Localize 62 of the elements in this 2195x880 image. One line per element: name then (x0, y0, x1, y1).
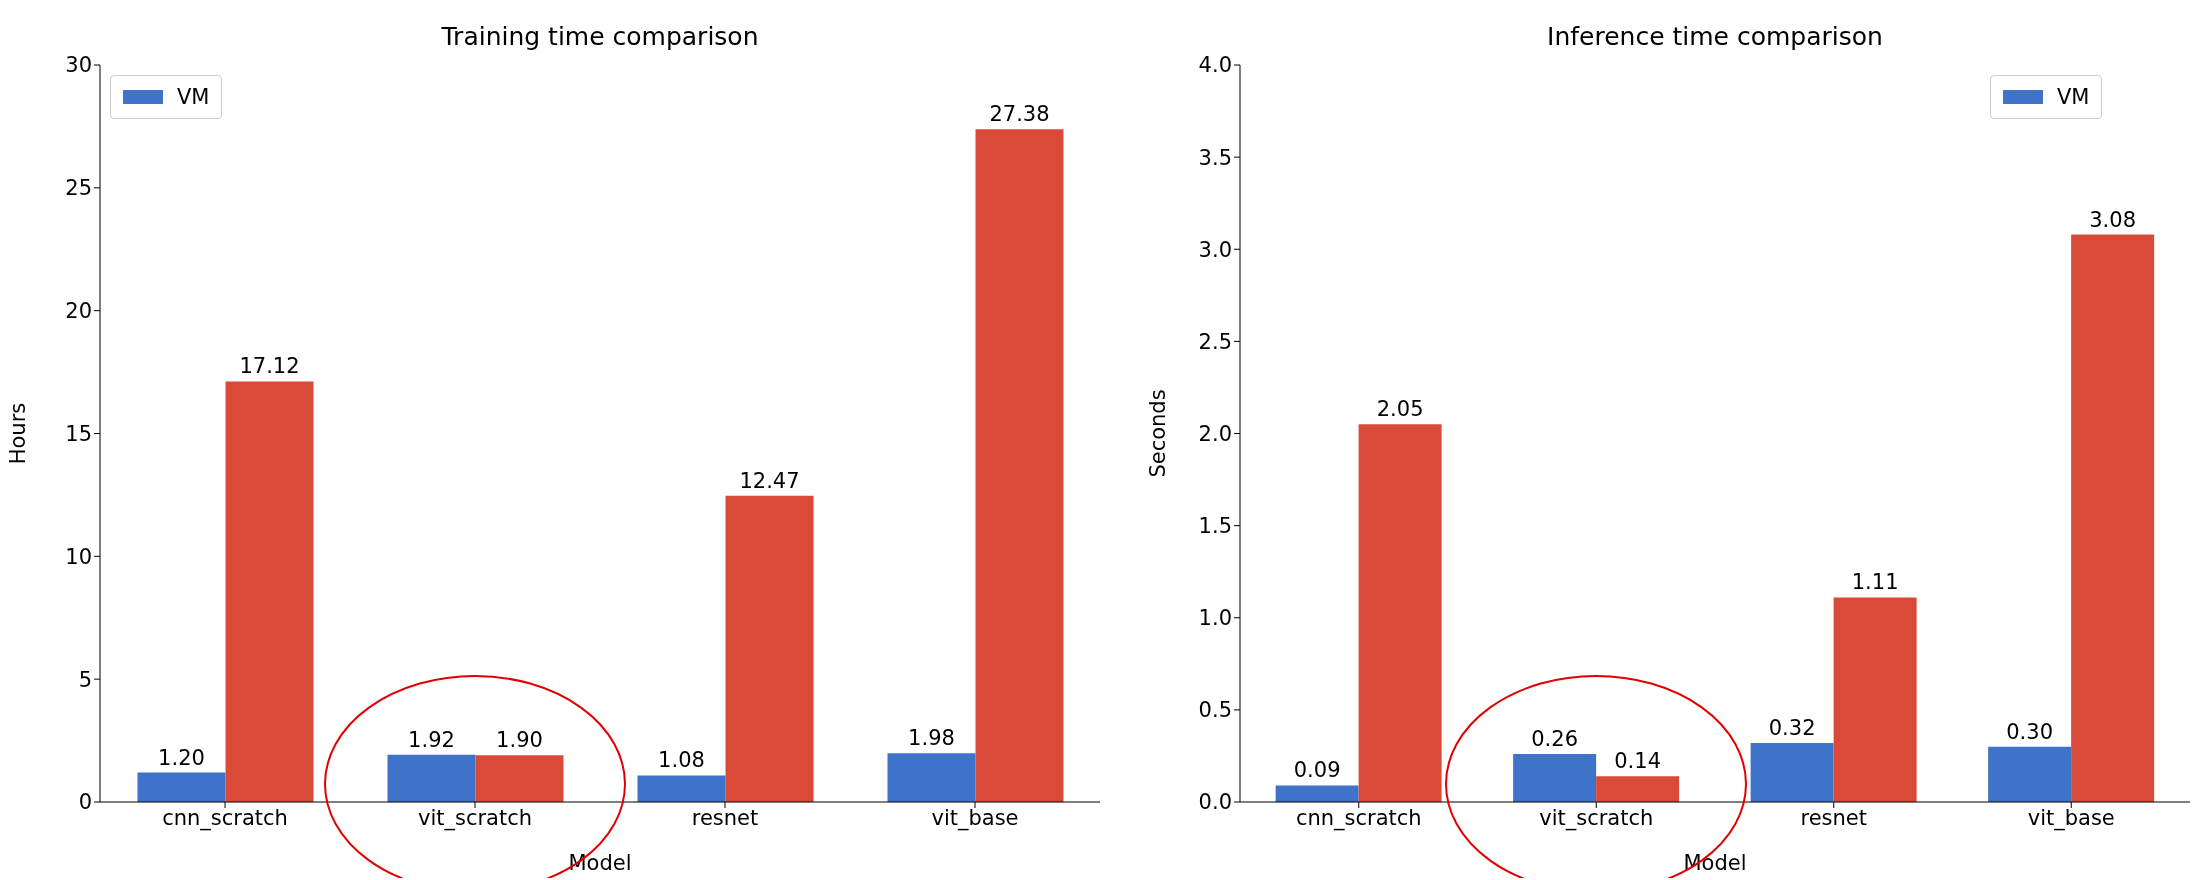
bar (1988, 746, 2072, 802)
x-tick-label: vit_base (2027, 805, 2115, 831)
data-label: 1.92 (408, 727, 455, 752)
y-tick-label: 25 (65, 176, 92, 201)
data-label: 17.12 (239, 354, 300, 379)
data-label: 1.11 (1851, 570, 1899, 595)
x-tick-label: resnet (691, 805, 759, 830)
y-tick-label: 30 (65, 53, 92, 78)
data-label: 27.38 (989, 102, 1050, 127)
y-axis-title: Seconds (1146, 389, 1171, 478)
data-label: 1.20 (158, 745, 205, 770)
legend-label: VM (2057, 84, 2090, 111)
data-label: 12.47 (739, 468, 800, 493)
y-tick-label: 15 (65, 421, 92, 446)
x-tick-label: cnn_scratch (1295, 805, 1422, 831)
x-tick-label: vit_base (931, 805, 1019, 831)
bar (137, 772, 226, 802)
y-tick-label: 5 (78, 667, 92, 692)
y-axis-title: Hours (6, 402, 31, 465)
y-tick-label: 2.0 (1198, 421, 1232, 446)
data-label: 0.09 (1293, 758, 1341, 783)
bar (637, 775, 726, 802)
data-label: 3.08 (2089, 207, 2137, 232)
y-tick-label: 10 (65, 544, 92, 569)
data-label: 1.98 (908, 726, 955, 751)
y-tick-label: 1.5 (1198, 514, 1232, 539)
chart-title: Training time comparison (440, 22, 760, 51)
bar (387, 754, 476, 802)
bar (1833, 597, 1917, 802)
x-tick-label: cnn_scratch (162, 805, 288, 831)
data-label: 2.05 (1376, 397, 1424, 422)
bar (1275, 785, 1359, 802)
y-tick-label: 0 (78, 790, 92, 815)
legend-label: VM (177, 84, 210, 111)
bar (1596, 776, 1680, 802)
y-tick-label: 1.0 (1198, 606, 1232, 631)
x-tick-label: resnet (1800, 805, 1867, 830)
data-label: 1.08 (658, 748, 705, 773)
bar (1750, 743, 1834, 802)
data-label: 0.26 (1531, 727, 1579, 752)
data-label: 0.14 (1614, 749, 1662, 774)
bar (725, 495, 814, 802)
bar (1513, 754, 1597, 802)
bar (1358, 424, 1442, 802)
y-tick-label: 3.5 (1198, 145, 1232, 170)
bar (225, 381, 314, 802)
bar (2071, 234, 2155, 802)
y-tick-label: 4.0 (1198, 53, 1232, 78)
data-label: 1.90 (496, 728, 543, 753)
bar (975, 129, 1064, 802)
bar (887, 753, 976, 802)
data-label: 0.32 (1768, 716, 1816, 741)
y-tick-label: 20 (65, 299, 92, 324)
bar (475, 755, 564, 802)
y-tick-label: 0.5 (1198, 698, 1232, 723)
data-label: 0.30 (2006, 719, 2054, 744)
y-tick-label: 2.5 (1198, 329, 1232, 354)
y-tick-label: 0.0 (1198, 790, 1232, 815)
y-tick-label: 3.0 (1198, 237, 1232, 262)
x-tick-label: vit_scratch (417, 805, 533, 831)
chart-title: Inference time comparison (1546, 22, 1884, 51)
x-tick-label: vit_scratch (1539, 805, 1654, 831)
